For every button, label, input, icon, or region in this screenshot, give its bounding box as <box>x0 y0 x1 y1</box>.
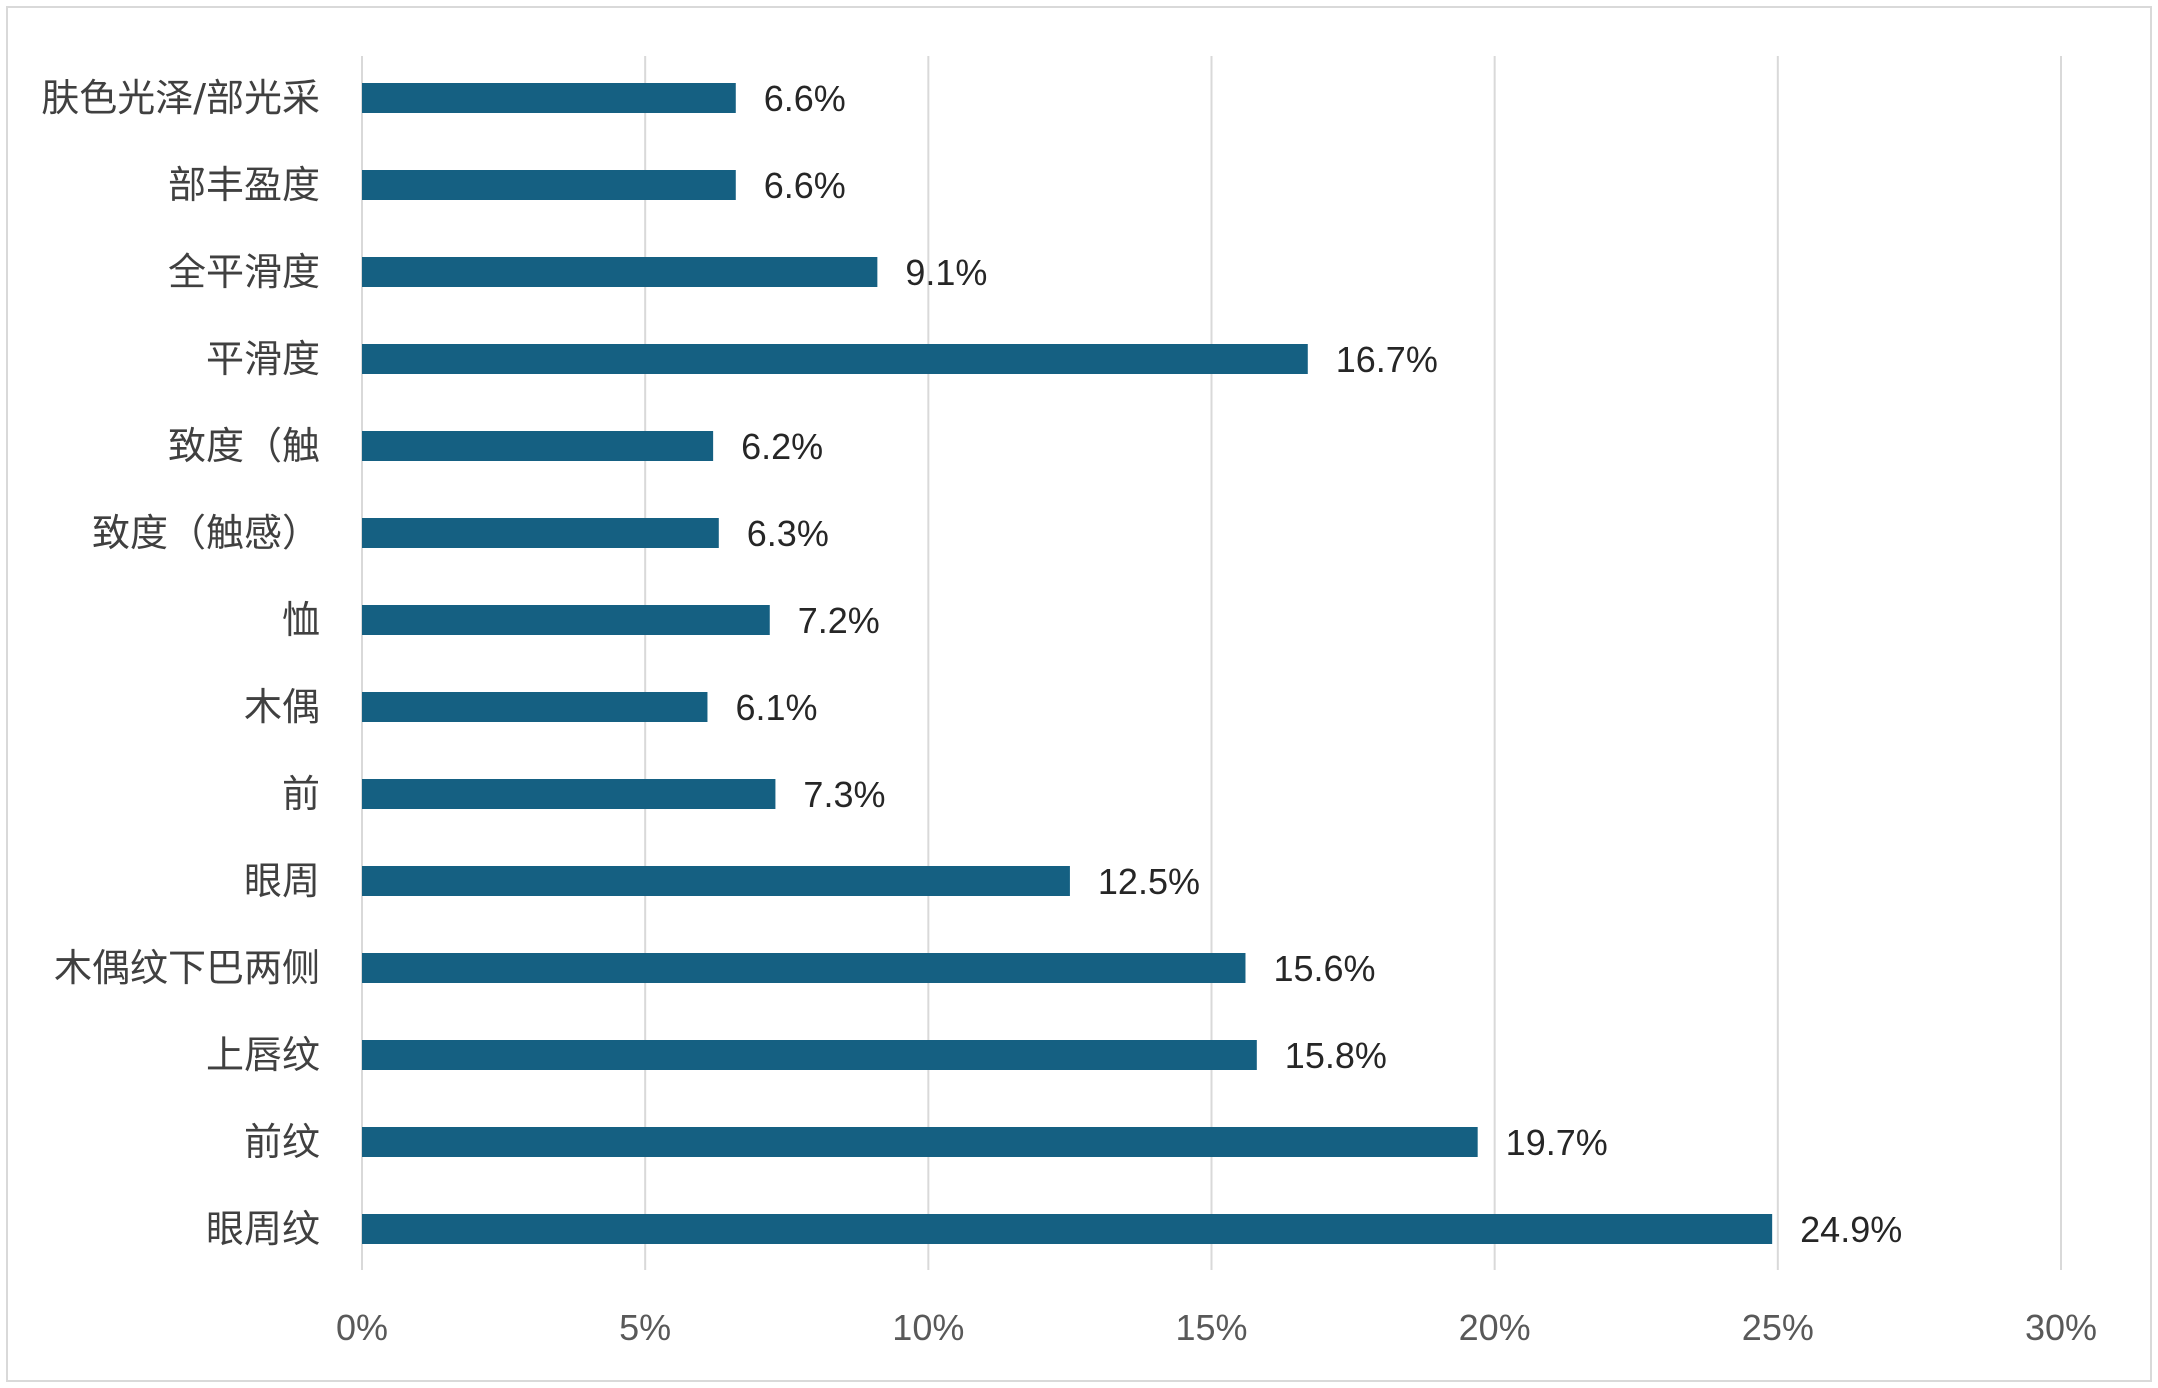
bar <box>362 170 736 200</box>
category-label: 平滑度 <box>206 337 320 381</box>
x-tick-label: 5% <box>619 1307 671 1348</box>
bar <box>362 692 708 722</box>
x-tick-label: 0% <box>336 1307 388 1348</box>
bar <box>362 605 770 635</box>
data-label: 19.7% <box>1506 1122 1608 1163</box>
category-label: 恤 <box>282 598 320 642</box>
data-label: 12.5% <box>1098 861 1200 902</box>
bar <box>362 1040 1257 1070</box>
bar <box>362 866 1070 896</box>
data-label: 6.1% <box>735 687 817 728</box>
data-label: 6.2% <box>741 426 823 467</box>
bar <box>362 344 1308 374</box>
data-label: 9.1% <box>905 252 987 293</box>
x-tick-label: 10% <box>892 1307 964 1348</box>
data-label: 24.9% <box>1800 1209 1902 1250</box>
category-label: 肤色光泽/部光采 <box>41 76 320 120</box>
value-labels: 6.6% 6.6% 9.1% 16.7% 6.2% 6.3% 7.2% 6.1% 7.3% 12.… <box>735 78 1902 1250</box>
x-tick-label: 20% <box>1459 1307 1531 1348</box>
category-label: 部丰盈度 <box>168 163 320 207</box>
bar <box>362 83 736 113</box>
category-label: 眼周纹 <box>206 1207 320 1251</box>
x-tick-label: 30% <box>2025 1307 2097 1348</box>
category-label: 前 <box>282 772 320 816</box>
x-tick-label: 25% <box>1742 1307 1814 1348</box>
data-label: 6.6% <box>764 78 846 119</box>
bars <box>362 83 1773 1244</box>
data-label: 7.3% <box>803 774 885 815</box>
category-label: 木偶纹下巴两侧 <box>54 946 320 990</box>
category-label: 上唇纹 <box>206 1033 320 1077</box>
category-label: 全平滑度 <box>168 250 320 294</box>
bar <box>362 1214 1773 1244</box>
data-label: 7.2% <box>798 600 880 641</box>
bar <box>362 953 1246 983</box>
x-tick-label: 15% <box>1175 1307 1247 1348</box>
category-label: 致度（触 <box>168 424 320 468</box>
bar <box>362 257 878 287</box>
bar <box>362 1127 1478 1157</box>
data-label: 16.7% <box>1336 339 1438 380</box>
data-label: 6.3% <box>747 513 829 554</box>
gridlines <box>361 56 2062 1270</box>
x-axis-tick-labels: 0% 5% 10% 15% 20% 25% 30% <box>336 1307 2097 1348</box>
bar <box>362 431 714 461</box>
category-label: 眼周 <box>244 859 320 903</box>
category-label: 木偶 <box>244 685 320 729</box>
data-label: 6.6% <box>764 165 846 206</box>
data-label: 15.8% <box>1285 1035 1387 1076</box>
category-label: 致度（触感） <box>92 511 320 555</box>
bar <box>362 779 776 809</box>
category-label: 前纹 <box>244 1120 320 1164</box>
bar <box>362 518 719 548</box>
data-label: 15.6% <box>1273 948 1375 989</box>
